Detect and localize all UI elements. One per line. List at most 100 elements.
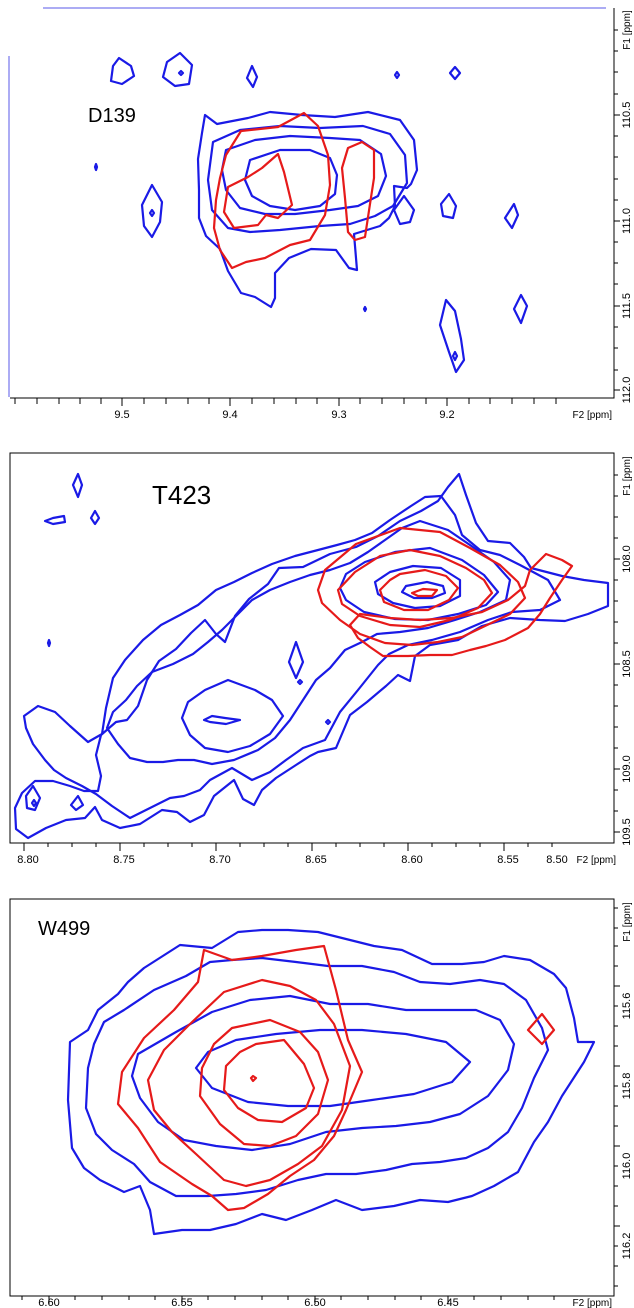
y-axis: 108.0 108.5 109.0 109.5 F1 [ppm] <box>614 456 633 846</box>
x-tick-label: 9.5 <box>114 409 129 421</box>
x-tick-label: 8.75 <box>113 854 134 866</box>
x-tick-label: 6.60 <box>38 1297 59 1308</box>
red-contours <box>116 944 556 1212</box>
plot-frame <box>10 8 615 399</box>
red-contour <box>378 568 460 612</box>
blue-contours <box>66 928 596 1236</box>
blue-contour <box>30 798 38 808</box>
blue-contour <box>393 70 401 80</box>
red-contour <box>316 526 527 647</box>
blue-contour <box>194 1028 472 1108</box>
red-contour <box>336 548 494 629</box>
x-axis: 9.5 9.4 9.3 9.2 F2 [ppm] <box>14 398 613 421</box>
x-tick-label: 8.65 <box>305 854 326 866</box>
red-contour <box>410 587 439 598</box>
blue-contour <box>43 514 67 526</box>
blue-contour <box>109 56 136 86</box>
blue-contour <box>69 794 85 812</box>
blue-contour <box>287 640 305 680</box>
y-tick-label: 115.6 <box>621 993 633 1020</box>
blue-contour <box>512 293 529 325</box>
x-tick-label: 9.2 <box>439 409 454 421</box>
x-axis: 6.60 6.55 6.50 6.45 F2 [ppm] <box>21 1296 613 1308</box>
blue-contour <box>71 472 84 499</box>
y-tick-label: 115.8 <box>621 1073 633 1100</box>
blue-contour <box>140 183 164 239</box>
red-contour <box>348 552 574 658</box>
blue-contour <box>84 956 550 1198</box>
peak-label: W499 <box>38 918 90 940</box>
blue-contour <box>448 65 462 81</box>
red-contour <box>526 1012 556 1046</box>
blue-contour <box>105 519 512 766</box>
blue-contour <box>324 718 332 726</box>
y-tick-label: 111.5 <box>621 293 633 319</box>
y-tick-label: 116.0 <box>621 1153 633 1180</box>
blue-contour <box>373 564 462 610</box>
panel-w499: W499 6.60 6.55 6.50 <box>9 898 633 1308</box>
blue-contour <box>93 162 99 172</box>
y-tick-label: 111.0 <box>621 208 633 234</box>
blue-contour <box>362 305 368 313</box>
red-contours <box>212 111 376 270</box>
y-tick-label: 112.0 <box>621 377 633 404</box>
blue-contour <box>206 124 409 234</box>
y-tick-label: 116.2 <box>621 1233 633 1260</box>
red-contours <box>316 526 574 658</box>
y-axis: 110.5 111.0 111.5 112.0 F1 [ppm] <box>614 10 633 403</box>
blue-contours <box>13 472 610 840</box>
red-contour <box>222 1038 316 1124</box>
panel-t423: T423 8.80 8.75 <box>9 452 633 866</box>
red-contour <box>198 1018 330 1148</box>
blue-contour <box>148 208 156 218</box>
x-unit-label: F2 [ppm] <box>573 410 613 421</box>
blue-contour <box>24 784 42 812</box>
y-tick-label: 109.0 <box>621 755 633 783</box>
x-axis: 8.80 8.75 8.70 8.65 8.60 8.55 8.50 F2 [p… <box>17 843 616 866</box>
x-unit-label: F2 [ppm] <box>577 855 617 866</box>
x-tick-label: 6.50 <box>304 1297 325 1308</box>
blue-contour <box>22 494 562 820</box>
panel-d139: D139 <box>8 7 633 421</box>
blue-contour <box>503 202 520 230</box>
peak-label: T423 <box>152 480 211 510</box>
blue-contour <box>400 580 447 600</box>
x-tick-label: 8.70 <box>209 854 230 866</box>
blue-contour <box>438 298 466 374</box>
y-tick-label: 110.5 <box>621 102 633 129</box>
blue-contour <box>245 64 259 89</box>
blue-contour <box>220 134 388 216</box>
x-tick-label: 8.60 <box>401 854 422 866</box>
peak-label: D139 <box>88 105 136 127</box>
x-tick-label: 6.45 <box>437 1297 458 1308</box>
red-contour <box>212 111 332 270</box>
red-contour <box>116 944 364 1212</box>
y-unit-label: F1 [ppm] <box>622 456 633 496</box>
blue-contour <box>439 192 458 220</box>
blue-contour <box>46 638 52 648</box>
red-contour <box>222 152 294 230</box>
y-tick-label: 108.5 <box>621 650 633 678</box>
x-tick-label: 8.50 <box>546 854 567 866</box>
blue-contour <box>161 51 194 88</box>
blue-contour <box>13 472 610 840</box>
red-contour <box>146 978 352 1188</box>
y-axis: 115.6 115.8 116.0 116.2 F1 [ppm] <box>614 902 633 1287</box>
y-tick-label: 109.5 <box>621 818 633 846</box>
red-contour <box>340 140 376 242</box>
blue-contour <box>66 928 596 1236</box>
blue-contour <box>196 110 419 309</box>
x-tick-label: 9.4 <box>222 409 237 421</box>
blue-contours <box>93 51 529 374</box>
blue-contour <box>202 714 242 726</box>
blue-contour <box>89 509 101 526</box>
x-unit-label: F2 [ppm] <box>573 1298 613 1308</box>
plot-frame <box>9 452 615 844</box>
y-tick-label: 108.0 <box>621 545 633 573</box>
blue-contour <box>130 994 516 1152</box>
blue-contour <box>296 678 304 686</box>
blue-contour <box>177 69 185 77</box>
blue-contour <box>392 194 416 226</box>
x-tick-label: 6.55 <box>171 1297 192 1308</box>
